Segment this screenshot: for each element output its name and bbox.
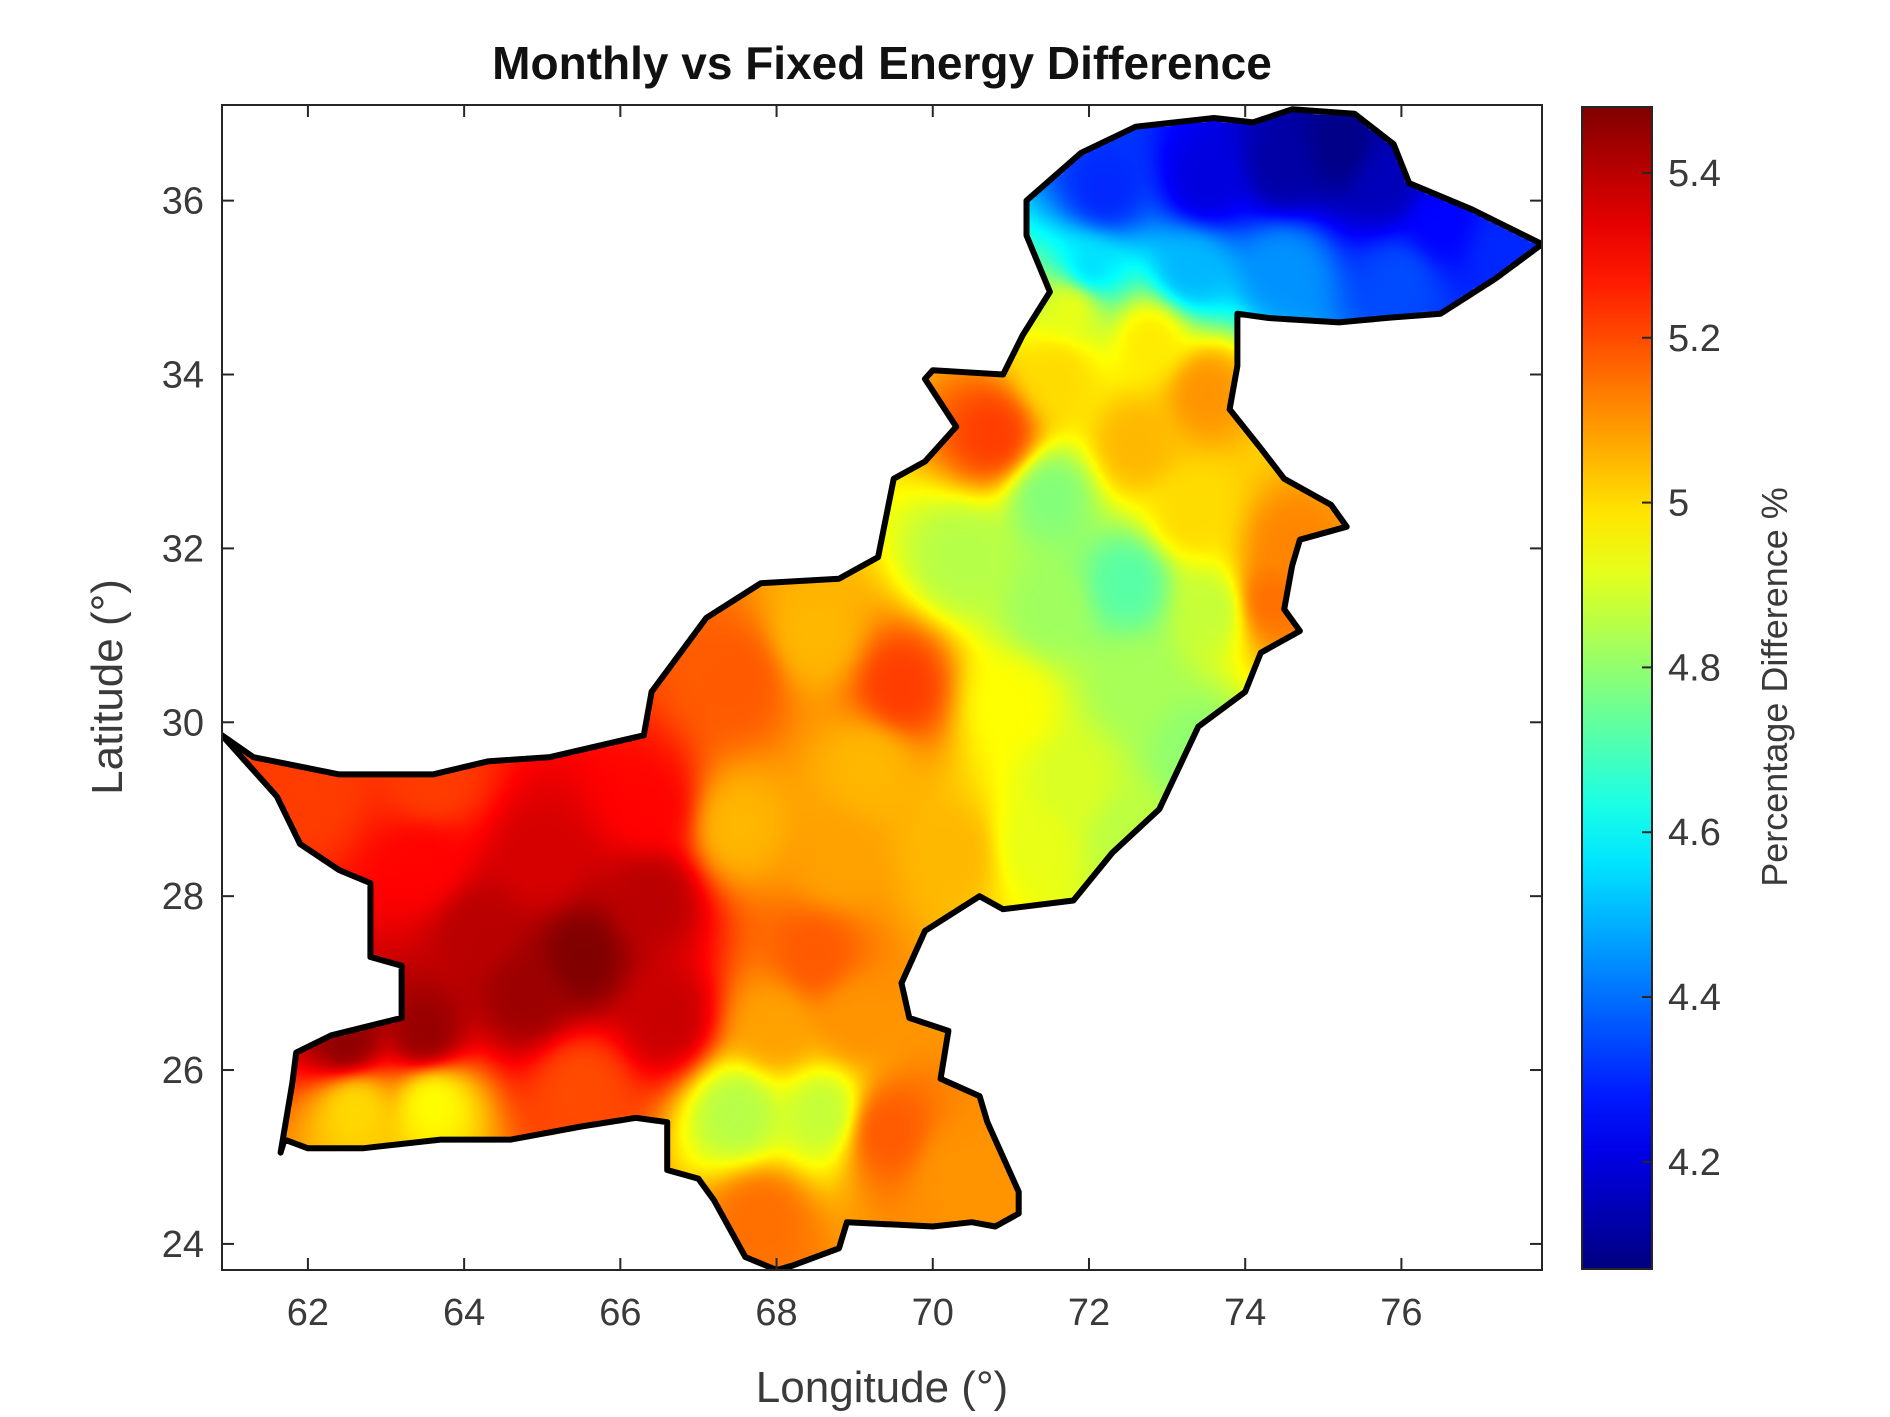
colorbar-tick-label: 4.4 (1668, 977, 1721, 1019)
plot-frame (221, 104, 1543, 1271)
colorbar (1581, 106, 1653, 1270)
colorbar-tick-label: 5.4 (1668, 153, 1721, 195)
y-tick-label: 34 (162, 355, 204, 397)
y-tick-label: 26 (162, 1050, 204, 1092)
y-axis-ticks: 24 26 28 30 32 34 36 (162, 181, 1542, 1266)
y-tick-label: 24 (162, 1224, 204, 1266)
y-tick-label: 28 (162, 876, 204, 918)
x-tick-label: 76 (1380, 1292, 1422, 1334)
x-tick-label: 66 (599, 1292, 641, 1334)
y-tick-label: 36 (162, 181, 204, 223)
x-tick-label: 68 (755, 1292, 797, 1334)
colorbar-label: Percentage Difference % (1754, 487, 1795, 887)
colorbar-tick-label: 5.2 (1668, 318, 1721, 360)
colorbar-tick-label: 4.8 (1668, 647, 1721, 689)
x-axis-label: Longitude (°) (756, 1363, 1008, 1412)
y-tick-label: 32 (162, 528, 204, 570)
region-boundary (222, 106, 1542, 1270)
colorbar-tick-label: 4.6 (1668, 812, 1721, 854)
x-tick-label: 70 (912, 1292, 954, 1334)
colorbar-tick-label: 5 (1668, 483, 1689, 525)
x-tick-label: 64 (443, 1292, 485, 1334)
heatmap-surface (222, 105, 1542, 1270)
x-axis-ticks: 62 64 66 68 70 72 74 76 (287, 105, 1423, 1334)
x-tick-label: 72 (1068, 1292, 1110, 1334)
chart-title: Monthly vs Fixed Energy Difference (492, 37, 1272, 89)
x-tick-label: 74 (1224, 1292, 1266, 1334)
x-tick-label: 62 (287, 1292, 329, 1334)
colorbar-tick-label: 4.2 (1668, 1142, 1721, 1184)
colorbar-ticks: 4.2 4.4 4.6 4.8 5 5.2 5.4 (1642, 153, 1721, 1184)
y-tick-label: 30 (162, 702, 204, 744)
y-axis-label: Latitude (°) (83, 579, 132, 795)
